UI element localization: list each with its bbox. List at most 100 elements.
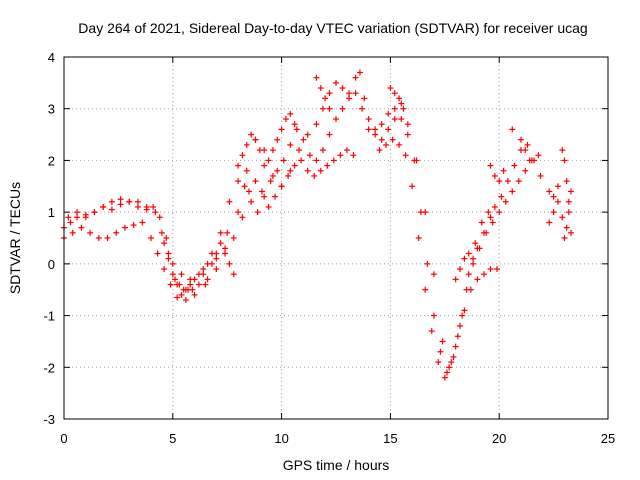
data-point xyxy=(293,126,300,133)
data-point xyxy=(230,235,237,241)
data-point xyxy=(561,235,568,241)
data-point xyxy=(235,209,242,216)
data-point xyxy=(385,126,392,133)
data-point xyxy=(178,291,185,298)
data-point xyxy=(200,266,207,273)
data-point xyxy=(296,147,303,154)
data-point xyxy=(554,183,561,190)
data-point xyxy=(121,224,128,231)
y-tick-label: 3 xyxy=(48,102,55,117)
data-point xyxy=(430,312,437,319)
data-point xyxy=(563,224,570,231)
data-point xyxy=(465,250,472,257)
data-point xyxy=(317,85,324,92)
data-point xyxy=(87,229,94,236)
y-tick-label: -3 xyxy=(43,412,55,427)
data-point xyxy=(457,322,464,329)
data-point xyxy=(400,105,407,112)
data-point xyxy=(563,178,570,185)
x-tick-label: 15 xyxy=(383,431,397,446)
y-tick-label: -1 xyxy=(43,309,55,324)
data-point xyxy=(361,95,368,102)
x-tick-label: 5 xyxy=(169,431,176,446)
data-point xyxy=(169,271,176,278)
data-point xyxy=(265,157,272,164)
data-point xyxy=(161,240,168,247)
data-point xyxy=(278,126,285,133)
data-point xyxy=(191,291,198,298)
data-point xyxy=(472,240,479,247)
data-point xyxy=(254,209,261,216)
data-point xyxy=(398,116,405,123)
y-tick-label: 1 xyxy=(48,205,55,220)
data-point xyxy=(304,131,311,138)
data-point xyxy=(113,229,120,236)
data-point xyxy=(261,193,268,200)
data-point xyxy=(565,209,572,216)
data-point xyxy=(163,235,170,241)
data-point xyxy=(522,147,529,154)
data-point xyxy=(500,167,507,174)
data-point xyxy=(265,203,272,210)
data-point xyxy=(568,188,575,195)
data-point xyxy=(126,198,133,205)
data-point xyxy=(304,167,311,174)
data-point xyxy=(498,193,505,200)
data-point xyxy=(496,178,503,185)
data-point xyxy=(287,110,294,117)
data-point xyxy=(487,214,494,221)
data-point xyxy=(269,172,276,179)
data-point xyxy=(376,147,383,154)
data-point xyxy=(546,188,553,195)
data-point xyxy=(496,209,503,216)
data-point xyxy=(339,105,346,112)
data-point xyxy=(526,157,533,164)
data-point xyxy=(322,95,329,102)
x-tick-label: 20 xyxy=(492,431,506,446)
data-point xyxy=(300,136,307,143)
data-point xyxy=(546,219,553,226)
data-point xyxy=(67,219,74,226)
data-point xyxy=(550,193,557,200)
x-tick-label: 0 xyxy=(60,431,67,446)
data-point xyxy=(372,126,379,133)
data-point xyxy=(430,271,437,278)
data-point xyxy=(568,229,575,236)
data-point xyxy=(298,157,305,164)
data-points xyxy=(61,69,575,381)
data-point xyxy=(134,198,141,205)
data-point xyxy=(104,235,111,241)
chart-title: Day 264 of 2021, Sidereal Day-to-day VTE… xyxy=(78,20,587,36)
data-point xyxy=(189,286,196,293)
data-point xyxy=(480,229,487,236)
data-point xyxy=(452,343,459,350)
data-point xyxy=(154,250,161,257)
data-point xyxy=(130,222,137,229)
data-point xyxy=(565,198,572,205)
data-point xyxy=(478,219,485,226)
data-point xyxy=(446,364,453,371)
data-point xyxy=(448,359,455,366)
data-point xyxy=(287,167,294,174)
data-point xyxy=(117,196,124,203)
data-point xyxy=(509,126,516,133)
data-point xyxy=(372,131,379,138)
data-point xyxy=(78,224,85,231)
data-point xyxy=(161,266,168,273)
data-point xyxy=(350,152,357,159)
data-point xyxy=(317,167,324,174)
data-point xyxy=(470,255,477,262)
x-tick-label: 10 xyxy=(274,431,288,446)
data-point xyxy=(537,172,544,179)
data-point xyxy=(356,69,363,76)
data-point xyxy=(213,266,220,273)
data-point xyxy=(222,245,229,252)
data-point xyxy=(217,240,224,247)
data-point xyxy=(217,229,224,236)
data-point xyxy=(248,131,255,138)
data-point xyxy=(337,152,344,159)
data-point xyxy=(439,338,446,345)
data-point xyxy=(319,105,326,112)
data-point xyxy=(443,369,450,376)
data-point xyxy=(171,276,178,283)
